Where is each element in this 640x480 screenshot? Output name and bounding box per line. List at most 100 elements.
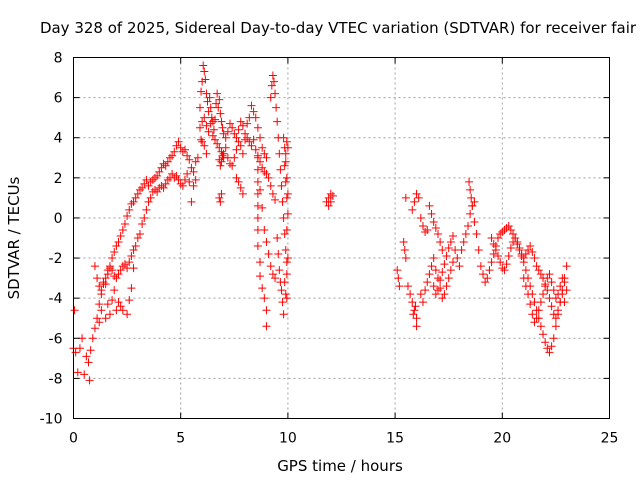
data-point (120, 219, 129, 228)
data-point (466, 209, 475, 218)
data-point (118, 306, 127, 315)
data-point (470, 217, 479, 226)
data-point (545, 270, 554, 279)
data-point (324, 193, 333, 202)
data-point (226, 159, 235, 168)
data-point (168, 169, 177, 178)
data-point (131, 193, 140, 202)
data-point (541, 338, 550, 347)
data-point (93, 274, 102, 283)
data-point (105, 264, 114, 273)
data-point (217, 157, 226, 166)
x-tick-label: 0 (69, 431, 78, 447)
data-point (142, 205, 151, 214)
data-point (461, 229, 470, 238)
data-point (133, 189, 142, 198)
data-point (560, 298, 569, 307)
data-point (131, 242, 140, 251)
data-point (234, 177, 243, 186)
data-point (528, 310, 537, 319)
data-point (282, 270, 291, 279)
data-point (198, 77, 207, 86)
data-point (157, 163, 166, 172)
data-point (283, 254, 292, 263)
data-point (245, 137, 254, 146)
data-point (144, 197, 153, 206)
data-point (217, 189, 226, 198)
data-point (159, 159, 168, 168)
data-point (127, 252, 136, 261)
data-point (400, 246, 409, 255)
data-point (438, 246, 447, 255)
data-point (247, 141, 256, 150)
data-point (95, 300, 104, 309)
data-point (129, 197, 138, 206)
data-point (120, 260, 129, 269)
data-point (551, 294, 560, 303)
data-point (95, 282, 104, 291)
data-point (431, 290, 440, 299)
data-point (545, 348, 554, 357)
data-point (549, 310, 558, 319)
data-point (399, 238, 408, 247)
data-point (114, 270, 123, 279)
y-tick-labels: -10 -8 -6 -4 -2 0 2 4 6 8 (40, 51, 63, 428)
data-point (253, 153, 262, 162)
data-point (282, 225, 291, 234)
data-point (429, 282, 438, 291)
data-point (112, 242, 121, 251)
data-point (256, 157, 265, 166)
data-point (208, 117, 217, 126)
data-point (256, 272, 265, 281)
data-point (118, 262, 127, 271)
data-point (238, 149, 247, 158)
data-point (536, 298, 545, 307)
data-point (524, 246, 533, 255)
data-point (247, 101, 256, 110)
data-point (491, 246, 500, 255)
data-point (174, 137, 183, 146)
data-point (180, 175, 189, 184)
data-point (150, 173, 159, 182)
data-point (442, 282, 451, 291)
data-point (116, 302, 125, 311)
chart-title: Day 328 of 2025, Sidereal Day-to-day VTE… (40, 19, 637, 37)
data-point (212, 99, 221, 108)
data-point (532, 314, 541, 323)
data-point (273, 117, 282, 126)
data-point (129, 264, 138, 273)
data-point (183, 151, 192, 160)
data-point (211, 115, 220, 124)
data-point (204, 107, 213, 116)
data-point (146, 177, 155, 186)
data-point (135, 185, 144, 194)
data-point (75, 344, 84, 353)
data-point (427, 209, 436, 218)
data-point (408, 298, 417, 307)
data-point (278, 298, 287, 307)
data-point (256, 185, 265, 194)
data-point (281, 177, 290, 186)
data-point (258, 143, 267, 152)
data-point (241, 129, 250, 138)
data-point (183, 169, 192, 178)
data-point (209, 125, 218, 134)
data-point (125, 258, 134, 267)
data-point (185, 155, 194, 164)
data-point (418, 221, 427, 230)
data-point (539, 290, 548, 299)
data-point (278, 197, 287, 206)
data-point (262, 169, 271, 178)
data-point (195, 123, 204, 132)
data-point (446, 238, 455, 247)
data-point (472, 229, 481, 238)
data-point (281, 157, 290, 166)
data-point (416, 213, 425, 222)
data-point (118, 225, 127, 234)
data-point (440, 290, 449, 299)
data-point (468, 201, 477, 210)
data-point (406, 290, 415, 299)
data-point (500, 266, 509, 275)
data-point (202, 149, 211, 158)
data-point (258, 203, 267, 212)
